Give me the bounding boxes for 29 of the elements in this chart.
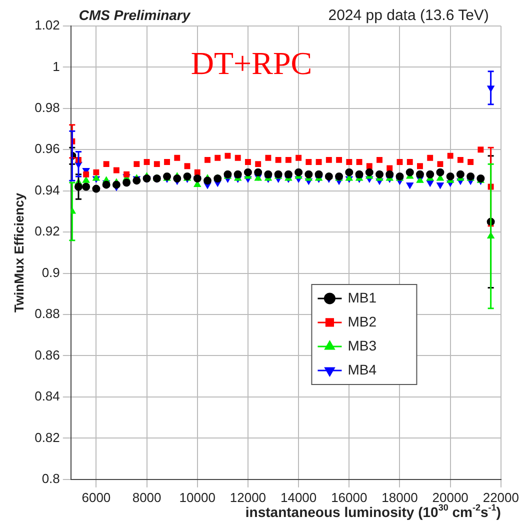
y-tick-label: 1.02 [34,18,60,33]
x-tick-label: 12000 [230,490,266,505]
x-tick-label: 20000 [432,490,468,505]
y-tick-label: 0.82 [34,430,60,445]
y-tick-label: 0.94 [34,182,60,198]
text: CMS Preliminary [78,7,192,23]
y-tick-label: 0.96 [34,141,60,156]
y-tick-label: 0.86 [34,347,60,362]
x-tick-label: 10000 [179,490,216,505]
y-tick-label: 0.84 [34,388,60,404]
chart-title: 2024 pp data (13.6 TeV) [328,7,489,24]
x-tick-label: 18000 [382,490,418,505]
y-tick-label: 0.9 [42,264,60,280]
y-tick-label: 1 [52,58,60,74]
legend-label: MB3 [348,337,377,354]
y-tick-label: 0.92 [34,224,60,239]
y-tick-label: 0.88 [34,306,60,322]
annotation: DT+RPC [190,45,312,81]
x-tick-label: 16000 [331,490,368,505]
y-axis-title: TwinMux Efficiency [11,192,26,313]
y-tick-label: 0.8 [42,470,60,486]
legend-label: MB2 [348,313,377,330]
legend-label: MB1 [348,289,377,306]
legend-label: MB4 [348,361,377,378]
y-tick-label: 0.98 [34,100,60,116]
x-tick-label: 22000 [482,490,520,505]
x-tick-label: 14000 [280,490,317,505]
x-tick-label: 6000 [82,490,111,505]
x-tick-label: 8000 [132,490,162,505]
